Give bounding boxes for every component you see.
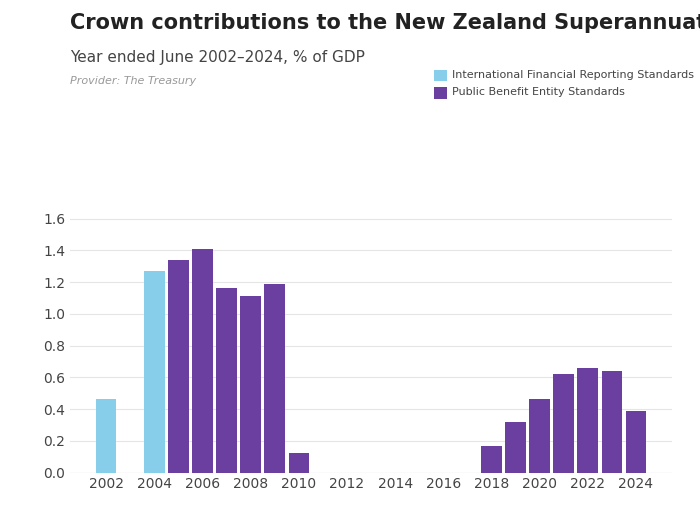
Bar	[193, 249, 213, 472]
Bar	[240, 296, 261, 472]
Bar	[96, 400, 116, 472]
Bar	[529, 400, 550, 472]
Bar	[288, 454, 309, 473]
Text: Provider: The Treasury: Provider: The Treasury	[70, 76, 196, 86]
Bar	[601, 371, 622, 472]
Bar	[505, 422, 526, 473]
Text: International Financial Reporting Standards: International Financial Reporting Standa…	[452, 69, 694, 80]
Bar	[216, 288, 237, 472]
Bar	[554, 374, 574, 472]
Text: figure.nz: figure.nz	[596, 18, 680, 35]
Text: Public Benefit Entity Standards: Public Benefit Entity Standards	[452, 87, 624, 97]
Text: Crown contributions to the New Zealand Superannuation Fund: Crown contributions to the New Zealand S…	[70, 13, 700, 33]
Bar	[578, 368, 598, 472]
Bar	[144, 271, 164, 472]
Text: Year ended June 2002–2024, % of GDP: Year ended June 2002–2024, % of GDP	[70, 50, 365, 65]
Bar	[265, 284, 285, 472]
Bar	[481, 446, 502, 472]
Bar	[626, 411, 646, 472]
Bar	[168, 260, 188, 472]
